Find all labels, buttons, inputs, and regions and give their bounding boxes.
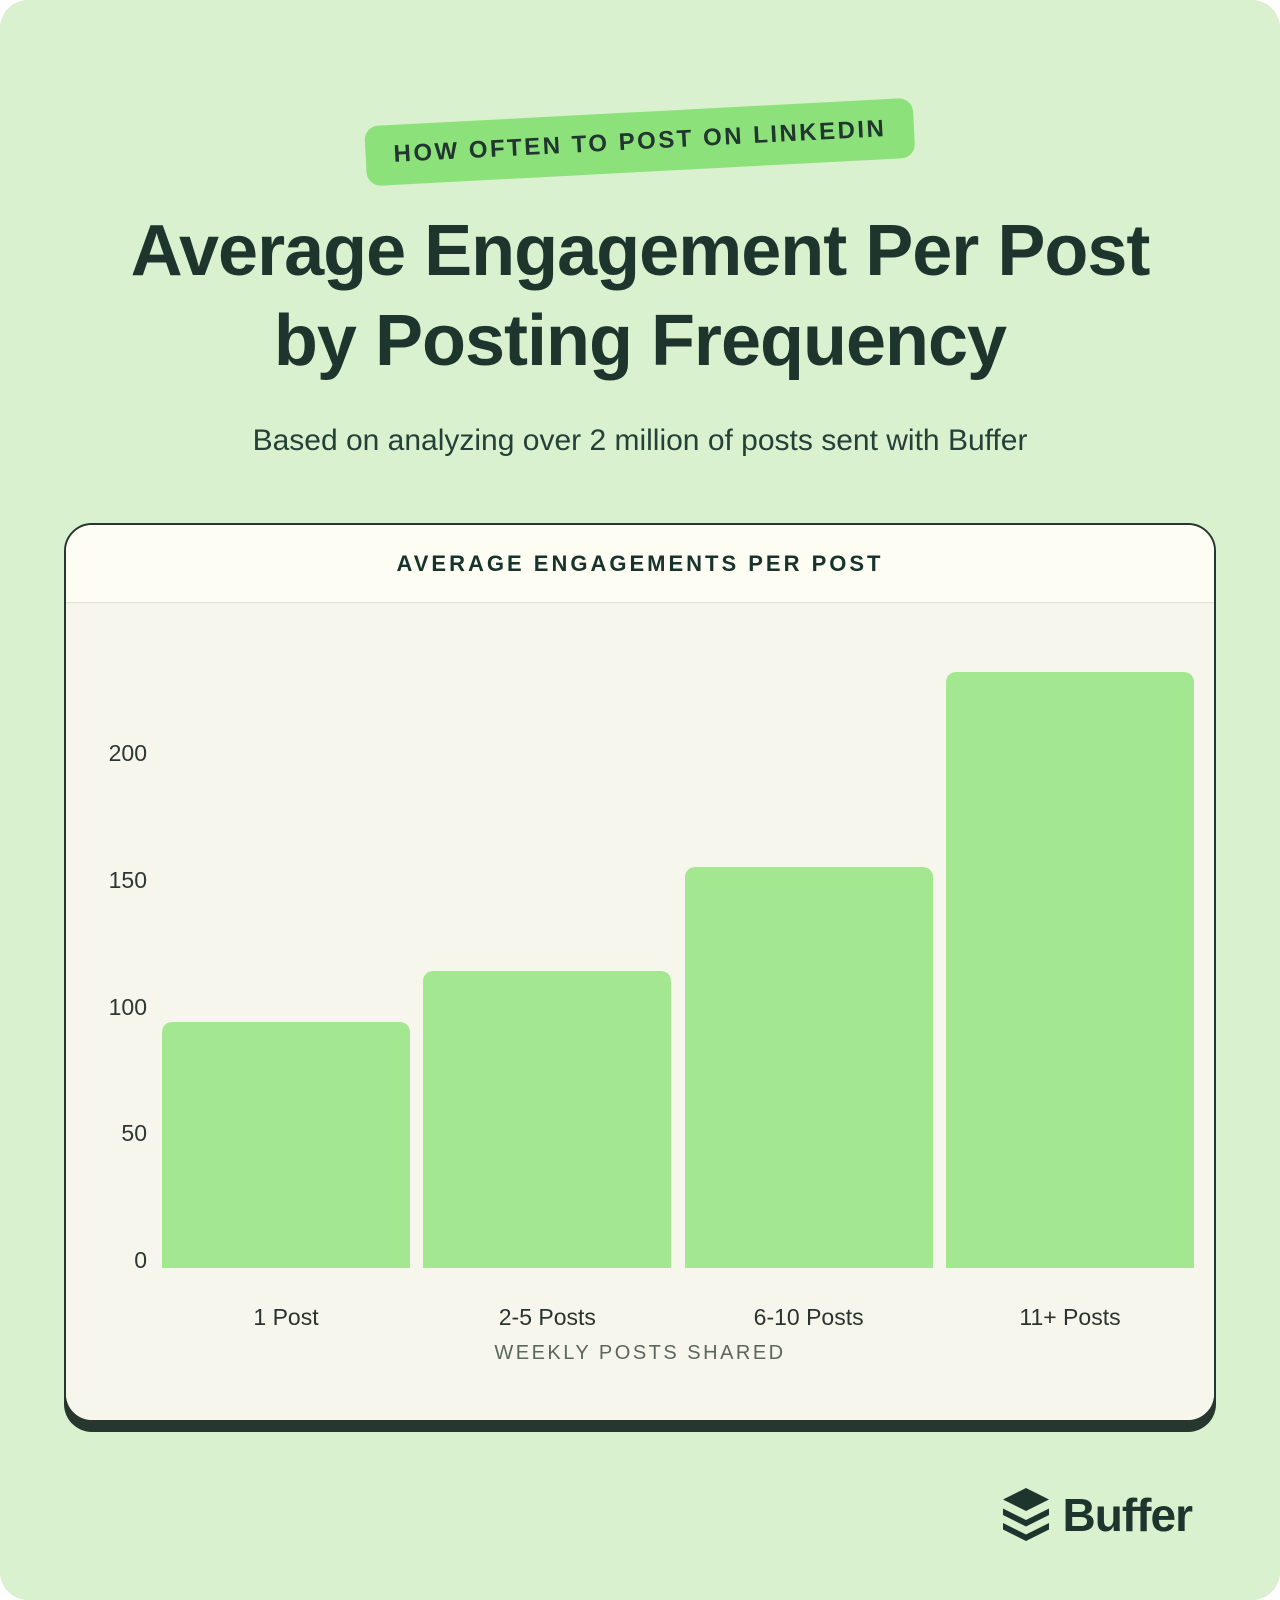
x-axis-title: WEEKLY POSTS SHARED	[494, 1342, 786, 1364]
x-category-label: 11+ Posts	[1019, 1304, 1121, 1330]
page-subtitle: Based on analyzing over 2 million of pos…	[252, 424, 1028, 457]
buffer-wordmark: Buffer	[1062, 1489, 1193, 1541]
bar-1-post	[162, 1021, 410, 1268]
bar-6-10-posts	[684, 867, 933, 1268]
x-category-label: 1 Post	[253, 1304, 319, 1330]
bar-2-5-posts	[423, 971, 672, 1268]
chart-card: AVERAGE ENGAGEMENTS PER POST 0 50 100 150 20…	[64, 523, 1216, 1422]
bar-11-posts	[945, 671, 1194, 1268]
y-tick-label: 50	[121, 1120, 147, 1147]
page-title: Average Engagement Per Post by Posting F…	[0, 206, 1280, 386]
topic-badge: HOW OFTEN TO POST ON LINKEDIN	[364, 97, 916, 187]
x-category-label: 2-5 Posts	[498, 1304, 596, 1330]
page-title-line1: Average Engagement Per Post	[130, 211, 1151, 291]
buffer-logo: Buffer	[1001, 1488, 1193, 1542]
y-tick-label: 150	[108, 866, 147, 893]
y-tick-label: 100	[108, 993, 147, 1020]
y-tick-label: 0	[134, 1247, 147, 1273]
y-tick-label: 200	[108, 740, 147, 766]
x-category-label: 6-10 Posts	[753, 1304, 864, 1330]
page-title-line2: by Posting Frequency	[273, 301, 1007, 381]
chart-plot-area: 0 50 100 150 200 1 Post 2-5 Posts 6-10 Posts 11…	[66, 603, 1214, 1420]
buffer-layers-icon	[1001, 1488, 1051, 1542]
chart-title: AVERAGE ENGAGEMENTS PER POST	[66, 525, 1214, 603]
